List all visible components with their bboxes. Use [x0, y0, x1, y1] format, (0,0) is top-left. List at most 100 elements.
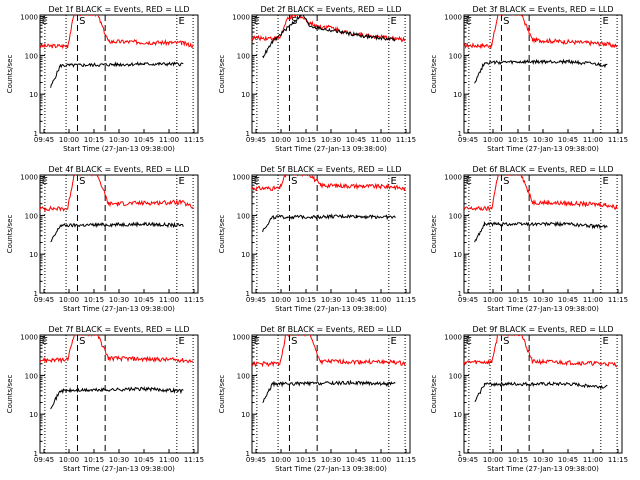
series-group	[40, 335, 194, 410]
x-axis-label: Start Time (27-Jan-13 09:38:00)	[275, 465, 387, 473]
x-tick-label: 10:15	[84, 456, 104, 464]
x-tick-label: 09:45	[34, 296, 54, 304]
y-axis-label: Counts/sec	[430, 55, 438, 94]
marker-label-s: S	[503, 336, 509, 347]
y-axis-label: Counts/sec	[6, 55, 14, 94]
y-tick-label: 10	[29, 91, 38, 99]
panel-9: Det 9f BLACK = Events, RED = LLD 1 10 100 10…	[430, 325, 628, 473]
marker-label-s: S	[291, 176, 297, 187]
marker-label-e-right: E	[602, 336, 608, 347]
panel-title: Det 5f BLACK = Events, RED = LLD	[260, 165, 401, 174]
y-tick-label: 1000	[20, 334, 38, 342]
y-tick-label: 100	[237, 212, 250, 220]
y-axis-label: Counts/sec	[430, 215, 438, 254]
x-tick-label: 10:00	[483, 456, 503, 464]
y-tick-label: 10	[453, 91, 462, 99]
series-events-line	[474, 220, 608, 243]
x-tick-label: 10:30	[109, 136, 129, 144]
x-tick-label: 10:00	[59, 136, 79, 144]
series-events-line	[474, 381, 608, 402]
panel-title: Det 2f BLACK = Events, RED = LLD	[260, 5, 401, 14]
x-tick-label: 11:15	[608, 456, 628, 464]
marker-label-s: S	[79, 336, 85, 347]
x-tick-label: 09:45	[246, 456, 266, 464]
marker-label-e-left: E	[466, 16, 472, 27]
y-tick-label: 100	[449, 52, 462, 60]
plot-frame	[463, 334, 623, 454]
x-tick-label: 10:15	[296, 136, 316, 144]
plot-frame	[463, 14, 623, 134]
plot-frame	[251, 334, 411, 454]
plot-frame	[39, 334, 199, 454]
y-tick-label: 10	[241, 251, 250, 259]
x-tick-label: 10:00	[271, 456, 291, 464]
x-tick-label: 10:15	[296, 456, 316, 464]
marker-label-e-right: E	[390, 16, 396, 27]
x-tick-label: 10:45	[134, 296, 154, 304]
y-tick-label: 10	[29, 411, 38, 419]
y-tick-label: 1	[34, 450, 38, 458]
x-tick-label: 09:45	[246, 296, 266, 304]
marker-label-e-left: E	[254, 176, 260, 187]
panel-5: Det 5f BLACK = Events, RED = LLD 1 10 100 10…	[218, 165, 416, 313]
series-events-line	[50, 61, 184, 88]
y-tick-label: 100	[449, 372, 462, 380]
x-tick-label: 10:30	[321, 456, 341, 464]
marker-label-e-left: E	[42, 176, 48, 187]
x-tick-label: 10:45	[134, 456, 154, 464]
x-tick-label: 11:15	[396, 456, 416, 464]
plot-frame	[251, 174, 411, 294]
y-tick-label: 100	[25, 52, 38, 60]
panel-title: Det 4f BLACK = Events, RED = LLD	[48, 165, 189, 174]
x-axis-label: Start Time (27-Jan-13 09:38:00)	[487, 145, 599, 153]
x-tick-label: 09:45	[246, 136, 266, 144]
x-axis-label: Start Time (27-Jan-13 09:38:00)	[487, 465, 599, 473]
panel-title: Det 3f BLACK = Events, RED = LLD	[472, 5, 613, 14]
x-tick-label: 09:45	[458, 136, 478, 144]
plot-frame	[251, 14, 411, 134]
x-tick-label: 10:15	[84, 136, 104, 144]
marker-label-e-left: E	[42, 336, 48, 347]
x-tick-label: 10:45	[558, 296, 578, 304]
panel-3: Det 3f BLACK = Events, RED = LLD 1 10 100 10…	[430, 5, 628, 153]
series-lld-line	[252, 335, 406, 368]
x-tick-label: 10:15	[508, 296, 528, 304]
x-tick-label: 11:00	[371, 456, 391, 464]
x-tick-label: 10:15	[296, 296, 316, 304]
y-axis-label: Counts/sec	[6, 215, 14, 254]
y-tick-label: 1	[246, 130, 250, 138]
panel-8: Det 8f BLACK = Events, RED = LLD 1 10 100 10…	[218, 325, 416, 473]
x-tick-label: 10:30	[533, 456, 553, 464]
x-axis-label: Start Time (27-Jan-13 09:38:00)	[275, 305, 387, 313]
y-tick-label: 1	[34, 130, 38, 138]
x-axis-label: Start Time (27-Jan-13 09:38:00)	[487, 305, 599, 313]
x-tick-label: 10:00	[271, 296, 291, 304]
x-tick-label: 10:00	[59, 456, 79, 464]
x-tick-label: 11:00	[159, 136, 179, 144]
y-tick-label: 1000	[444, 174, 462, 182]
x-tick-label: 09:45	[34, 456, 54, 464]
y-tick-label: 1	[458, 290, 462, 298]
series-lld-line	[464, 15, 618, 50]
y-tick-label: 10	[453, 251, 462, 259]
panel-2: Det 2f BLACK = Events, RED = LLD 1 10 100 10…	[218, 5, 416, 153]
x-axis-label: Start Time (27-Jan-13 09:38:00)	[275, 145, 387, 153]
x-tick-label: 10:15	[508, 456, 528, 464]
y-tick-label: 100	[449, 212, 462, 220]
x-axis-label: Start Time (27-Jan-13 09:38:00)	[63, 465, 175, 473]
y-tick-label: 1	[458, 130, 462, 138]
series-events-line	[50, 386, 184, 410]
x-tick-label: 11:15	[608, 136, 628, 144]
x-tick-label: 10:30	[321, 136, 341, 144]
x-tick-label: 10:00	[483, 296, 503, 304]
y-tick-label: 100	[25, 212, 38, 220]
marker-label-s: S	[79, 176, 85, 187]
y-tick-label: 1000	[444, 334, 462, 342]
x-tick-label: 10:45	[346, 456, 366, 464]
x-tick-label: 09:45	[34, 136, 54, 144]
marker-label-e-right: E	[390, 336, 396, 347]
x-tick-label: 11:00	[583, 456, 603, 464]
panel-4: Det 4f BLACK = Events, RED = LLD 1 10 100 10…	[6, 165, 204, 313]
y-tick-label: 10	[241, 411, 250, 419]
